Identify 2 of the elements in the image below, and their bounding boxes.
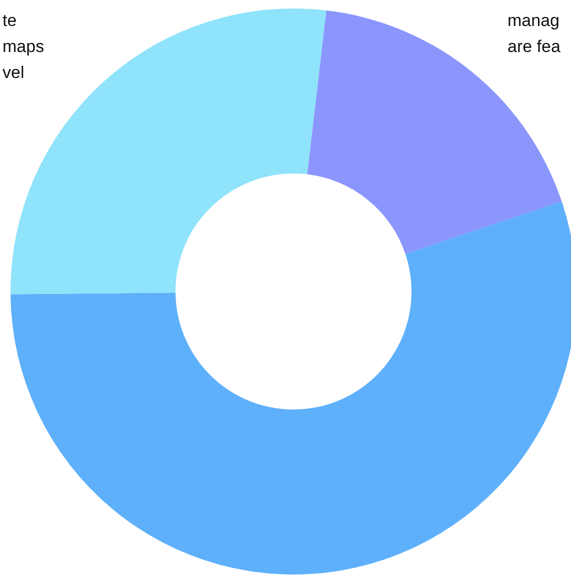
text: te maps vel: [2, 11, 44, 82]
text: manag are fea: [508, 11, 561, 56]
